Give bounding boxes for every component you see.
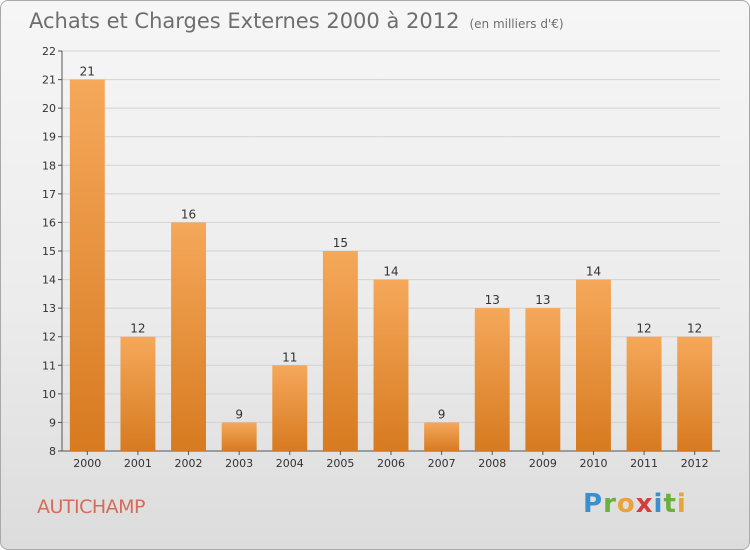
data-label: 9 bbox=[438, 407, 446, 421]
y-tick-label: 21 bbox=[42, 74, 56, 87]
chart-title: Achats et Charges Externes 2000 à 2012 (e… bbox=[29, 9, 564, 33]
chart-title-text: Achats et Charges Externes 2000 à 2012 bbox=[29, 9, 460, 33]
y-tick-label: 20 bbox=[42, 102, 56, 115]
x-tick-label: 2009 bbox=[529, 457, 557, 470]
data-label: 13 bbox=[485, 293, 500, 307]
data-label: 9 bbox=[235, 407, 243, 421]
proxiti-logo: Proxiti bbox=[583, 489, 687, 519]
x-tick-label: 2005 bbox=[326, 457, 354, 470]
bar bbox=[474, 308, 510, 451]
data-label: 12 bbox=[130, 322, 145, 336]
x-tick-label: 2007 bbox=[428, 457, 456, 470]
y-tick-label: 14 bbox=[42, 274, 56, 287]
x-tick-label: 2004 bbox=[276, 457, 304, 470]
bar bbox=[272, 365, 308, 451]
y-tick-label: 17 bbox=[42, 188, 56, 201]
bar bbox=[424, 422, 460, 451]
y-tick-label: 12 bbox=[42, 331, 56, 344]
x-tick-label: 2011 bbox=[630, 457, 658, 470]
y-tick-label: 16 bbox=[42, 216, 56, 229]
y-tick-label: 19 bbox=[42, 131, 56, 144]
bar bbox=[69, 79, 105, 452]
y-tick-label: 8 bbox=[49, 445, 56, 458]
x-tick-label: 2000 bbox=[73, 457, 101, 470]
chart-title-unit: (en milliers d'€) bbox=[469, 17, 564, 31]
x-tick-label: 2002 bbox=[175, 457, 203, 470]
data-label: 11 bbox=[282, 350, 297, 364]
bar bbox=[525, 308, 561, 451]
data-label: 14 bbox=[383, 265, 398, 279]
y-tick-label: 9 bbox=[49, 416, 56, 429]
y-tick-label: 18 bbox=[42, 159, 56, 172]
x-tick-label: 2008 bbox=[478, 457, 506, 470]
x-tick-label: 2010 bbox=[579, 457, 607, 470]
y-tick-label: 22 bbox=[42, 45, 56, 58]
data-label: 15 bbox=[333, 236, 348, 250]
data-label: 21 bbox=[80, 65, 95, 79]
data-label: 16 bbox=[181, 207, 196, 221]
y-tick-label: 15 bbox=[42, 245, 56, 258]
data-label: 12 bbox=[636, 322, 651, 336]
town-name: AUTICHAMP bbox=[37, 496, 146, 518]
bar bbox=[373, 279, 409, 451]
bar bbox=[120, 336, 156, 451]
y-tick-label: 11 bbox=[42, 359, 56, 372]
bar bbox=[221, 422, 257, 451]
data-label: 13 bbox=[535, 293, 550, 307]
x-tick-label: 2001 bbox=[124, 457, 152, 470]
bar bbox=[677, 336, 713, 451]
y-tick-label: 10 bbox=[42, 388, 56, 401]
bar bbox=[575, 279, 611, 451]
x-tick-label: 2006 bbox=[377, 457, 405, 470]
x-tick-label: 2003 bbox=[225, 457, 253, 470]
data-label: 12 bbox=[687, 322, 702, 336]
bar bbox=[171, 222, 207, 451]
x-tick-label: 2012 bbox=[681, 457, 709, 470]
bar bbox=[322, 251, 358, 451]
bar bbox=[626, 336, 662, 451]
y-tick-label: 13 bbox=[42, 302, 56, 315]
data-label: 14 bbox=[586, 265, 601, 279]
